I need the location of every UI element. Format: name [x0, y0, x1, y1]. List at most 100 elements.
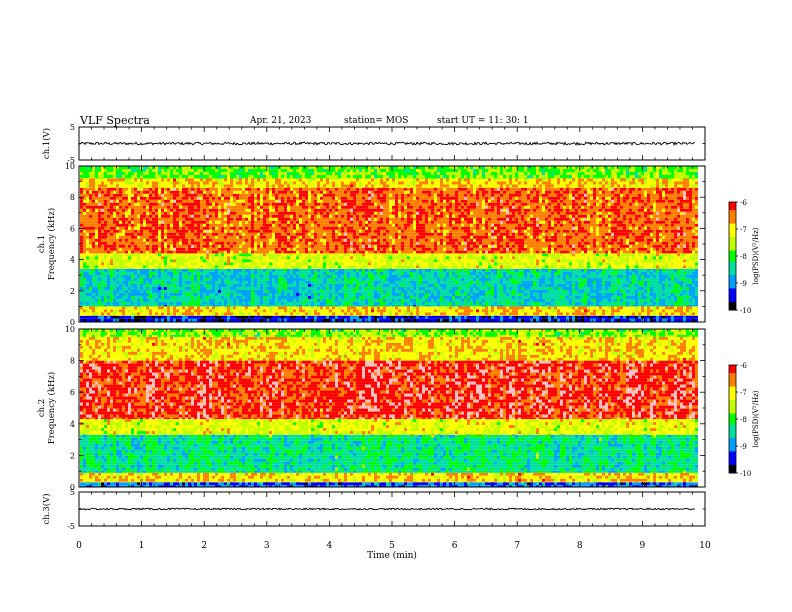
spectrogram-cell	[326, 312, 329, 315]
spectrogram-cell	[248, 269, 251, 272]
spectrogram-cell	[185, 215, 188, 218]
spectrogram-cell	[86, 262, 89, 265]
spectrogram-cell	[296, 206, 299, 209]
spectrogram-cell	[239, 215, 242, 218]
spectrogram-cell	[299, 299, 302, 302]
spectrogram-cell	[287, 209, 290, 212]
spectrogram-cell	[173, 245, 176, 248]
spectrogram-cell	[257, 262, 260, 265]
spectrogram-cell	[173, 172, 176, 175]
spectrogram-cell	[275, 236, 278, 239]
spectrogram-cell	[251, 265, 254, 268]
spectrogram-cell	[212, 212, 215, 215]
spectrogram-cell	[224, 278, 227, 281]
spectrogram-cell	[164, 275, 167, 278]
spectrogram-cell	[149, 293, 152, 296]
spectrogram-cell	[191, 230, 194, 233]
spectrogram-cell	[305, 253, 308, 256]
spectrogram-cell	[308, 203, 311, 206]
spectrogram-cell	[137, 251, 140, 254]
spectrogram-cell	[269, 306, 272, 309]
spectrogram-cell	[92, 203, 95, 206]
spectrogram-cell	[182, 218, 185, 221]
spectrogram-cell	[284, 197, 287, 200]
spectrogram-cell	[293, 305, 296, 306]
spectrogram-cell	[221, 175, 224, 178]
spectrogram-cell	[173, 239, 176, 242]
spectrogram-cell	[311, 227, 314, 230]
spectrogram-cell	[224, 262, 227, 265]
spectrogram-cell	[275, 306, 278, 309]
spectrogram-cell	[314, 227, 317, 230]
spectrogram-cell	[86, 256, 89, 259]
spectrogram-cell	[269, 236, 272, 239]
spectrogram-cell	[242, 265, 245, 268]
spectrogram-cell	[215, 248, 218, 251]
spectrogram-cell	[92, 305, 95, 306]
spectrogram-cell	[305, 206, 308, 209]
spectrogram-cell	[293, 224, 296, 227]
spectrogram-cell	[143, 236, 146, 239]
spectrogram-cell	[119, 245, 122, 248]
spectrogram-cell	[101, 239, 104, 242]
spectrogram-cell	[293, 269, 296, 272]
spectrogram-cell	[320, 215, 323, 218]
spectrogram-cell	[191, 172, 194, 175]
spectrogram-cell	[116, 305, 119, 306]
spectrogram-cell	[287, 248, 290, 251]
spectrogram-cell	[275, 215, 278, 218]
spectrogram-cell	[143, 256, 146, 259]
spectrogram-cell	[317, 305, 320, 306]
spectrogram-cell	[113, 203, 116, 206]
spectrogram-cell	[239, 212, 242, 215]
spectrogram-cell	[233, 188, 236, 191]
spectrogram-cell	[194, 284, 197, 287]
vlf-spectra-figure: 5-5ch.1(V)-6-7-8-9-10log(PSD)(V²/Hz)0246…	[0, 0, 792, 612]
spectrogram-cell	[302, 265, 305, 268]
spectrogram-cell	[83, 212, 86, 215]
spectrogram-cell	[296, 227, 299, 230]
spectrogram-cell	[311, 299, 314, 302]
spectrogram-cell	[122, 275, 125, 278]
spectrogram-cell	[185, 221, 188, 224]
spectrogram-cell	[143, 184, 146, 187]
spectrogram-cell	[314, 253, 317, 256]
spectrogram-cell	[284, 259, 287, 262]
spectrogram-cell	[281, 203, 284, 206]
spectrogram-cell	[296, 269, 299, 272]
spectrogram-cell	[215, 278, 218, 281]
spectrogram-cell	[86, 218, 89, 221]
spectrogram-cell	[161, 175, 164, 178]
spectrogram-cell	[251, 256, 254, 259]
spectrogram-cell	[269, 184, 272, 187]
spectrogram-cell	[254, 275, 257, 278]
spectrogram-cell	[293, 265, 296, 268]
spectrogram-cell	[233, 269, 236, 272]
spectrogram-cell	[260, 206, 263, 209]
spectrogram-cell	[254, 206, 257, 209]
spectrogram-cell	[239, 256, 242, 259]
spectrogram-cell	[143, 203, 146, 206]
spectrogram-cell	[113, 233, 116, 236]
spectrogram-cell	[188, 278, 191, 281]
spectrogram-cell	[299, 251, 302, 254]
spectrogram-cell	[245, 239, 248, 242]
spectrogram-cell	[149, 305, 152, 306]
spectrogram-cell	[281, 275, 284, 278]
spectrogram-cell	[161, 239, 164, 242]
spectrogram-cell	[287, 206, 290, 209]
spectrogram-cell	[188, 306, 191, 309]
spectrogram-cell	[167, 221, 170, 224]
spectrogram-cell	[242, 175, 245, 178]
spectrogram-cell	[221, 203, 224, 206]
spectrogram-cell	[278, 302, 281, 305]
spectrogram-cell	[260, 233, 263, 236]
spectrogram-cell	[149, 175, 152, 178]
spectrogram-cell	[290, 233, 293, 236]
spectrogram-cell	[212, 309, 215, 312]
spectrogram-cell	[284, 305, 287, 306]
spectrogram-cell	[167, 242, 170, 245]
spectrogram-cell	[110, 245, 113, 248]
spectrogram-cell	[155, 302, 158, 305]
spectrogram-cell	[200, 181, 203, 184]
